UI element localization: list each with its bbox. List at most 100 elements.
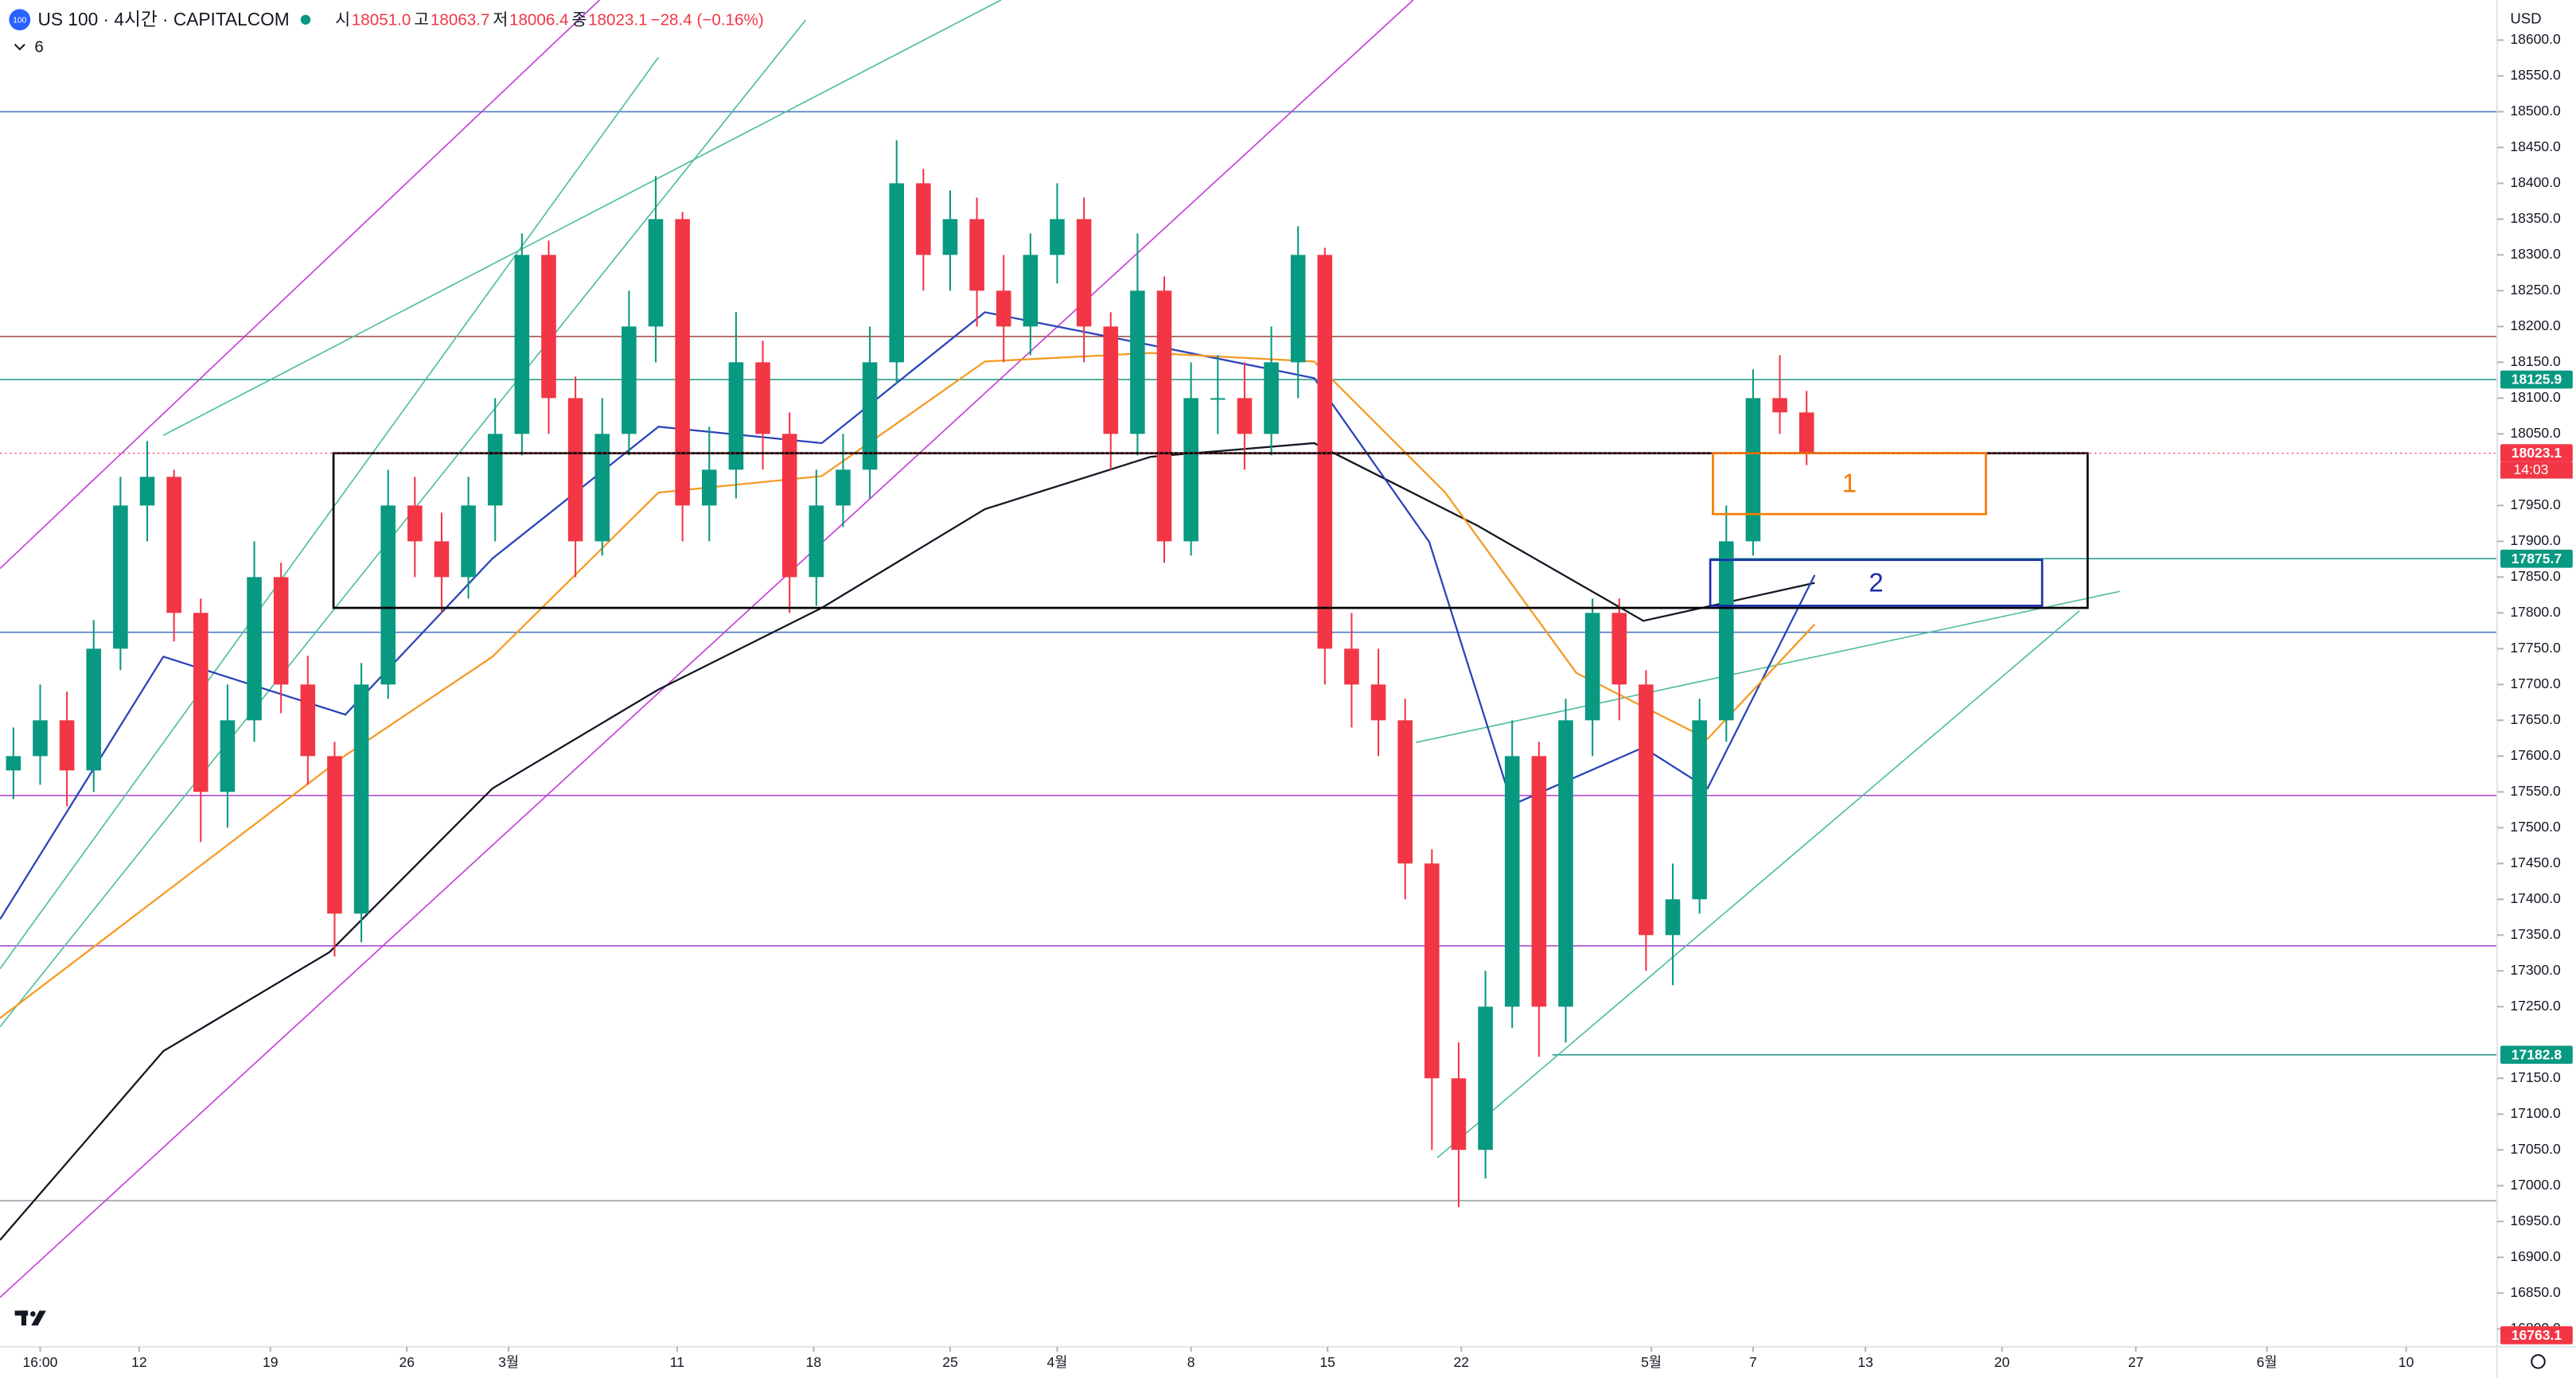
price-tag: [2500, 549, 2573, 568]
x-tick-label: 27: [2128, 1354, 2144, 1370]
candle-body: [1344, 648, 1359, 685]
y-tick-label: 17350.0: [2510, 926, 2561, 942]
high-value: 18063.7: [431, 10, 490, 29]
close-value: 18023.1: [588, 10, 648, 29]
candle-body: [1504, 756, 1520, 1007]
y-tick-label: 16950.0: [2510, 1213, 2561, 1228]
y-tick-label: 18200.0: [2510, 317, 2561, 333]
candle-body: [353, 684, 369, 914]
x-tick-label: 5월: [1641, 1354, 1662, 1370]
open-label: 시: [335, 10, 350, 29]
candle-body: [193, 613, 208, 792]
candle-body: [1424, 863, 1440, 1079]
indicator-count[interactable]: 6: [34, 37, 43, 56]
candle-body: [1799, 412, 1814, 453]
candle-body: [327, 756, 342, 914]
candle-body: [862, 362, 878, 470]
x-tick-label: 26: [399, 1354, 415, 1370]
gear[interactable]: [2531, 1354, 2546, 1369]
y-tick-label: 17950.0: [2510, 496, 2561, 512]
low-label: 저: [493, 10, 508, 29]
x-tick-label: 13: [1857, 1354, 1873, 1370]
candle-body: [166, 477, 181, 613]
candle-body: [1370, 684, 1386, 721]
candle-body: [889, 183, 904, 363]
candle-body: [273, 577, 289, 685]
x-tick-label: 16:00: [23, 1354, 58, 1370]
y-tick-label: 17750.0: [2510, 640, 2561, 656]
x-tick-label: 11: [670, 1354, 684, 1370]
x-tick-label: 12: [131, 1354, 147, 1370]
y-tick-label: 17800.0: [2510, 604, 2561, 620]
candle-body: [33, 720, 48, 757]
low-value: 18006.4: [509, 10, 569, 29]
candle-body: [1745, 398, 1761, 542]
y-tick-label: 18100.0: [2510, 389, 2561, 405]
candle-body: [836, 469, 851, 506]
logo-text: 100: [13, 17, 26, 25]
candle-body: [6, 756, 21, 771]
y-tick-label: 17300.0: [2510, 962, 2561, 978]
plot-area: 12: [0, 0, 2497, 1298]
open-value: 18051.0: [352, 10, 411, 29]
y-tick-label: 18500.0: [2510, 103, 2561, 119]
candle-body: [380, 505, 396, 685]
candle-body: [567, 398, 583, 542]
trend-line: [0, 56, 660, 970]
candle-body: [1183, 398, 1198, 542]
trend-line: [162, 0, 1002, 436]
logo-part: [21, 1310, 27, 1325]
candle-body: [1531, 756, 1547, 1007]
x-tick-label: 3월: [498, 1354, 519, 1370]
candle-body: [1639, 684, 1654, 936]
candle-body: [1692, 720, 1707, 900]
candle-body: [1611, 613, 1627, 685]
x-tick-label: 18: [806, 1354, 822, 1370]
candle-body: [1076, 219, 1092, 327]
change: −28.4 (−0.16%): [651, 10, 764, 29]
price-tag-text: 16763.1: [2512, 1327, 2562, 1343]
candle-body: [755, 362, 770, 434]
x-tick-label: 15: [1319, 1354, 1335, 1370]
candle-body: [942, 219, 958, 255]
currency[interactable]: USD: [2510, 10, 2541, 27]
candle-body: [247, 577, 262, 721]
collapse-icon[interactable]: [14, 44, 25, 51]
y-tick-label: 17050.0: [2510, 1141, 2561, 1157]
candle-body: [916, 183, 931, 255]
candle-body: [1050, 219, 1065, 255]
y-tick-label: 17000.0: [2510, 1177, 2561, 1193]
x-tick-label: 4월: [1047, 1354, 1068, 1370]
price-tag-text: 17875.7: [2512, 551, 2562, 566]
candle-body: [1023, 255, 1039, 327]
x-tick-label: 6월: [2257, 1354, 2278, 1370]
y-tick-label: 17600.0: [2510, 747, 2561, 763]
y-tick-label: 16900.0: [2510, 1248, 2561, 1264]
candle-body: [1772, 398, 1787, 413]
zone-label: 1: [1842, 469, 1857, 498]
y-tick-label: 16850.0: [2510, 1284, 2561, 1300]
candle-body: [434, 541, 450, 578]
candle-body: [514, 255, 530, 434]
x-tick-label: 20: [1994, 1354, 2010, 1370]
y-tick-label: 17650.0: [2510, 711, 2561, 727]
y-tick-label: 17250.0: [2510, 998, 2561, 1014]
zone-box: [332, 452, 2089, 609]
high-label: 고: [414, 10, 429, 29]
close-label: 종: [571, 10, 587, 29]
candle-body: [300, 684, 316, 757]
settings-icon[interactable]: [2531, 1354, 2546, 1369]
candle-body: [594, 434, 610, 542]
y-tick-label: 17150.0: [2510, 1069, 2561, 1085]
candle-body: [1264, 362, 1279, 434]
symbol-logo: [9, 9, 31, 31]
moving-average: [0, 311, 1816, 921]
candle-body: [675, 219, 690, 506]
candle-body: [648, 219, 664, 327]
candle-body: [1478, 1006, 1493, 1150]
x-tick-label: 19: [263, 1354, 279, 1370]
candle-body: [1397, 720, 1413, 864]
y-tick-label: 18150.0: [2510, 353, 2561, 369]
